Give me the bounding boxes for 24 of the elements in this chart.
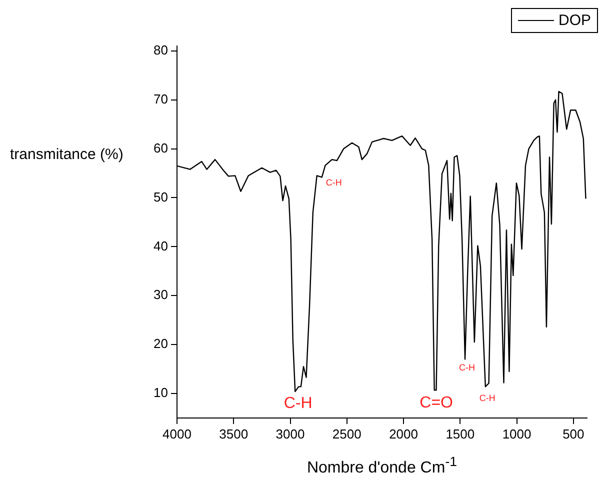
x-tick-label: 1000	[502, 426, 532, 442]
y-tick-label: 20	[154, 336, 168, 352]
y-tick-label: 40	[154, 238, 168, 254]
y-tick-label: 80	[154, 42, 168, 58]
annotation: C-H	[284, 394, 312, 412]
y-tick-label: 70	[154, 91, 168, 106]
x-tick-label: 2000	[389, 426, 418, 442]
x-tick-label: 500	[562, 426, 584, 442]
annotation: C-H	[459, 362, 476, 373]
annotation: C=O	[420, 394, 453, 412]
y-tick-label: 60	[154, 140, 168, 156]
x-tick-label: 3000	[276, 426, 305, 442]
x-tick-label: 1500	[446, 426, 475, 442]
x-tick-label: 3500	[219, 426, 248, 442]
y-tick-label: 30	[154, 287, 168, 302]
x-axis-title: Nombre d'onde Cm$^{-1}$	[306, 454, 458, 478]
annotation: C-H	[479, 393, 496, 404]
y-tick-label: 50	[154, 189, 168, 204]
annotation: C-H	[326, 178, 342, 188]
x-tick-label: 4000	[162, 426, 192, 442]
y-axis-title: transmitance (%)	[10, 146, 124, 163]
legend-label: DOP	[558, 12, 591, 29]
y-tick-label: 10	[154, 385, 168, 400]
x-tick-label: 2500	[332, 426, 362, 442]
